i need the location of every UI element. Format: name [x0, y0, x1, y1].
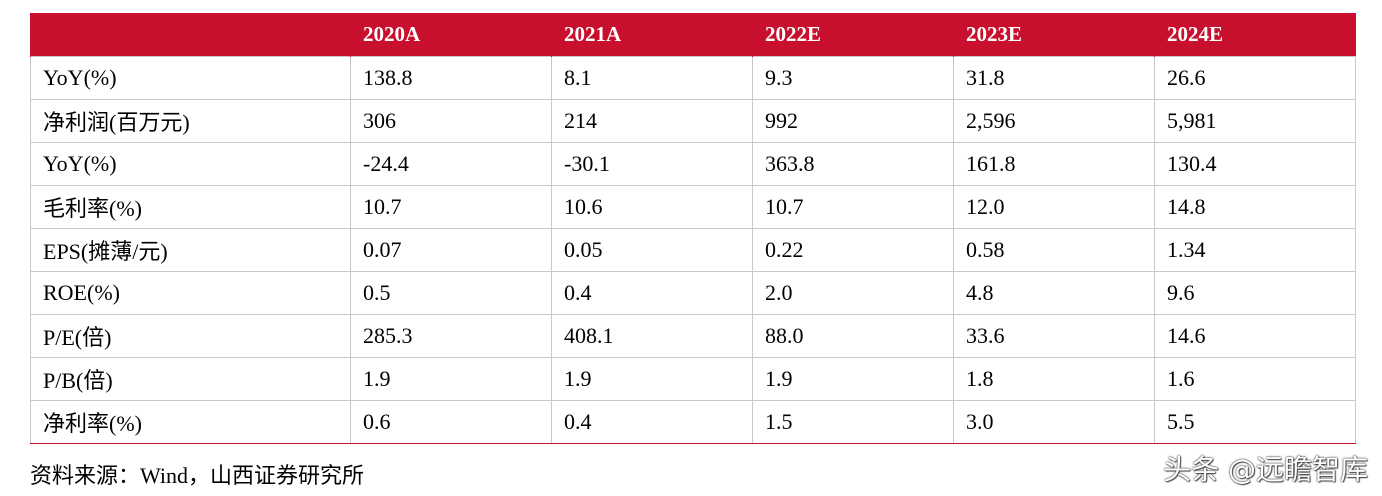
table-cell: 33.6: [953, 314, 1155, 358]
watermark: 头条 @远瞻智库: [1163, 453, 1368, 486]
row-label: ROE(%): [30, 271, 351, 315]
table-cell: 14.8: [1154, 185, 1356, 229]
table-row: 净利率(%) 0.6 0.4 1.5 3.0 5.5: [30, 400, 1356, 444]
table-cell: 12.0: [953, 185, 1155, 229]
row-label: YoY(%): [30, 142, 351, 186]
table-cell: 1.8: [953, 357, 1155, 401]
table-cell: 2.0: [752, 271, 954, 315]
table-cell: 130.4: [1154, 142, 1356, 186]
table-cell: 10.7: [350, 185, 552, 229]
row-label: 净利率(%): [30, 400, 351, 444]
table-cell: 408.1: [551, 314, 753, 358]
table-row: 毛利率(%) 10.7 10.6 10.7 12.0 14.8: [30, 185, 1356, 229]
table-cell: 1.9: [752, 357, 954, 401]
table-cell: 0.6: [350, 400, 552, 444]
table-cell: 10.7: [752, 185, 954, 229]
table-cell: 138.8: [350, 56, 552, 100]
table-cell: 5.5: [1154, 400, 1356, 444]
table-cell: 1.5: [752, 400, 954, 444]
header-cell-label: [30, 13, 351, 57]
table-row: P/B(倍) 1.9 1.9 1.9 1.8 1.6: [30, 357, 1356, 401]
header-cell-2023e: 2023E: [953, 13, 1155, 57]
table-row: 净利润(百万元) 306 214 992 2,596 5,981: [30, 99, 1356, 143]
table-cell: 9.6: [1154, 271, 1356, 315]
table-cell: 31.8: [953, 56, 1155, 100]
table-cell: 5,981: [1154, 99, 1356, 143]
table-cell: 0.4: [551, 400, 753, 444]
table-cell: 0.07: [350, 228, 552, 272]
financial-forecast-table: 2020A 2021A 2022E 2023E 2024E YoY(%) 138…: [30, 13, 1356, 444]
table-cell: 1.9: [350, 357, 552, 401]
table-cell: 306: [350, 99, 552, 143]
table-cell: 4.8: [953, 271, 1155, 315]
source-note: 资料来源：Wind，山西证券研究所: [30, 463, 364, 488]
row-label: 毛利率(%): [30, 185, 351, 229]
table-cell: 0.4: [551, 271, 753, 315]
header-cell-2022e: 2022E: [752, 13, 954, 57]
row-label: P/E(倍): [30, 314, 351, 358]
table-row: ROE(%) 0.5 0.4 2.0 4.8 9.6: [30, 271, 1356, 315]
table-cell: 1.9: [551, 357, 753, 401]
table-row: EPS(摊薄/元) 0.07 0.05 0.22 0.58 1.34: [30, 228, 1356, 272]
table-cell: -24.4: [350, 142, 552, 186]
table-cell: 88.0: [752, 314, 954, 358]
table-cell: 1.34: [1154, 228, 1356, 272]
header-cell-2020a: 2020A: [350, 13, 552, 57]
table-cell: 0.22: [752, 228, 954, 272]
table-cell: 14.6: [1154, 314, 1356, 358]
header-cell-2024e: 2024E: [1154, 13, 1356, 57]
table-cell: 10.6: [551, 185, 753, 229]
table-cell: 1.6: [1154, 357, 1356, 401]
row-label: P/B(倍): [30, 357, 351, 401]
row-label: EPS(摊薄/元): [30, 228, 351, 272]
table-row: P/E(倍) 285.3 408.1 88.0 33.6 14.6: [30, 314, 1356, 358]
table-row: YoY(%) -24.4 -30.1 363.8 161.8 130.4: [30, 142, 1356, 186]
table-cell: 0.5: [350, 271, 552, 315]
row-label: YoY(%): [30, 56, 351, 100]
table-cell: 285.3: [350, 314, 552, 358]
table-row: YoY(%) 138.8 8.1 9.3 31.8 26.6: [30, 56, 1356, 100]
row-label: 净利润(百万元): [30, 99, 351, 143]
table-cell: 992: [752, 99, 954, 143]
table-cell: 0.05: [551, 228, 753, 272]
table-cell: 26.6: [1154, 56, 1356, 100]
table-cell: 161.8: [953, 142, 1155, 186]
table-cell: 363.8: [752, 142, 954, 186]
table-cell: -30.1: [551, 142, 753, 186]
table-cell: 9.3: [752, 56, 954, 100]
table-header-row: 2020A 2021A 2022E 2023E 2024E: [30, 13, 1356, 57]
table-cell: 214: [551, 99, 753, 143]
table-cell: 0.58: [953, 228, 1155, 272]
table-cell: 2,596: [953, 99, 1155, 143]
table-cell: 8.1: [551, 56, 753, 100]
table-cell: 3.0: [953, 400, 1155, 444]
header-cell-2021a: 2021A: [551, 13, 753, 57]
